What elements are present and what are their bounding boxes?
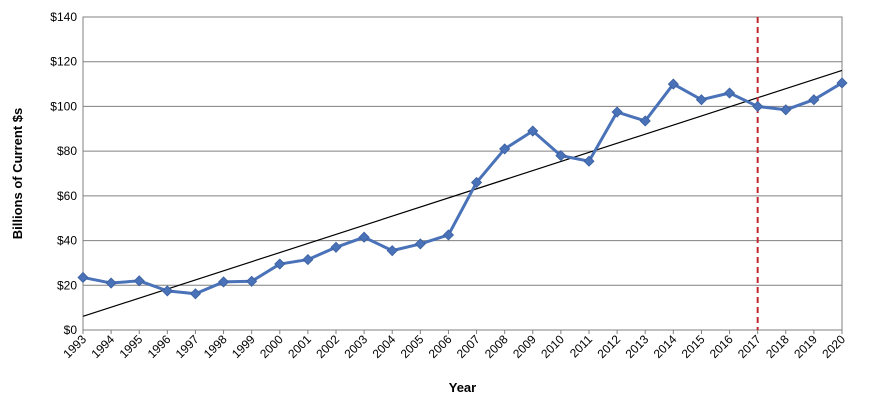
y-tick-label: $120 [50,55,77,69]
x-tick-label: 2015 [679,332,708,361]
data-point [667,78,679,90]
y-tick-label: $0 [64,323,78,337]
data-point [836,77,848,89]
x-tick-label: 2012 [594,332,623,361]
x-tick-label: 2000 [257,332,286,361]
data-point [161,285,173,297]
data-point [639,115,651,127]
x-tick-label: 2008 [482,332,511,361]
data-point [246,275,258,287]
data-point [442,229,455,241]
series-group [77,77,848,300]
x-tick-label: 2014 [651,332,680,361]
gridlines [83,16,842,331]
x-tick-label: 1998 [201,332,230,361]
x-tick-label: 2006 [426,332,455,361]
data-point [414,238,426,250]
x-tick-label: 2011 [567,332,595,360]
x-tick-label: 2017 [735,332,764,361]
data-point [77,271,89,284]
data-point [189,288,202,300]
x-tick-label: 2002 [313,332,342,361]
x-tick-label: 2004 [370,332,399,361]
x-tick-label: 1999 [229,332,258,361]
trendline [82,69,843,317]
x-tick-label: 2016 [707,332,736,361]
data-point [752,100,764,112]
x-tick-label: 1997 [173,332,202,361]
x-tick-label: 2013 [623,332,652,361]
y-tick-label: $20 [57,278,77,292]
y-axis-ticks: $0 $20 $40 $60 $80 $100 $120 $140 [50,10,77,337]
x-tick-label: 2005 [398,332,427,361]
data-point [470,176,483,189]
x-tick-label: 1994 [88,332,117,361]
data-point [105,277,117,289]
x-tick-label: 2010 [538,332,567,361]
x-tick-label: 2019 [791,332,820,361]
x-tick-label: 2009 [510,332,539,361]
data-point [133,275,145,287]
x-axis-title: Year [449,380,476,395]
y-tick-label: $140 [50,10,77,24]
y-tick-label: $100 [50,99,77,113]
y-tick-label: $80 [57,144,77,158]
data-point [780,104,792,116]
plot-area [82,16,843,331]
data-point [302,254,314,266]
data-point [274,258,286,270]
data-point [611,106,623,118]
data-point [555,150,567,162]
data-point [695,94,708,106]
data-point [358,231,370,243]
y-tick-label: $40 [57,234,77,248]
data-point [723,87,736,99]
data-point [499,143,511,155]
x-tick-label: 2018 [763,332,792,361]
data-point [330,241,342,253]
y-tick-label: $60 [57,189,77,203]
x-tick-label: 2020 [819,332,848,361]
x-axis-ticks: 1993 1994 1995 1996 1997 1998 1999 2000 2001 2002… [60,330,848,361]
x-tick-label: 1996 [145,332,174,361]
x-tick-label: 2001 [285,332,314,361]
data-point [527,125,539,137]
x-tick-label: 2003 [341,332,370,361]
data-point [386,245,398,257]
y-axis-title: Billions of Current $s [10,108,25,239]
data-point [583,155,595,167]
series-line [82,81,843,296]
trendline-group [82,69,843,317]
data-point [808,94,820,106]
x-tick-label: 2007 [454,332,483,361]
x-tick-label: 1995 [117,332,146,361]
data-point [217,276,230,288]
